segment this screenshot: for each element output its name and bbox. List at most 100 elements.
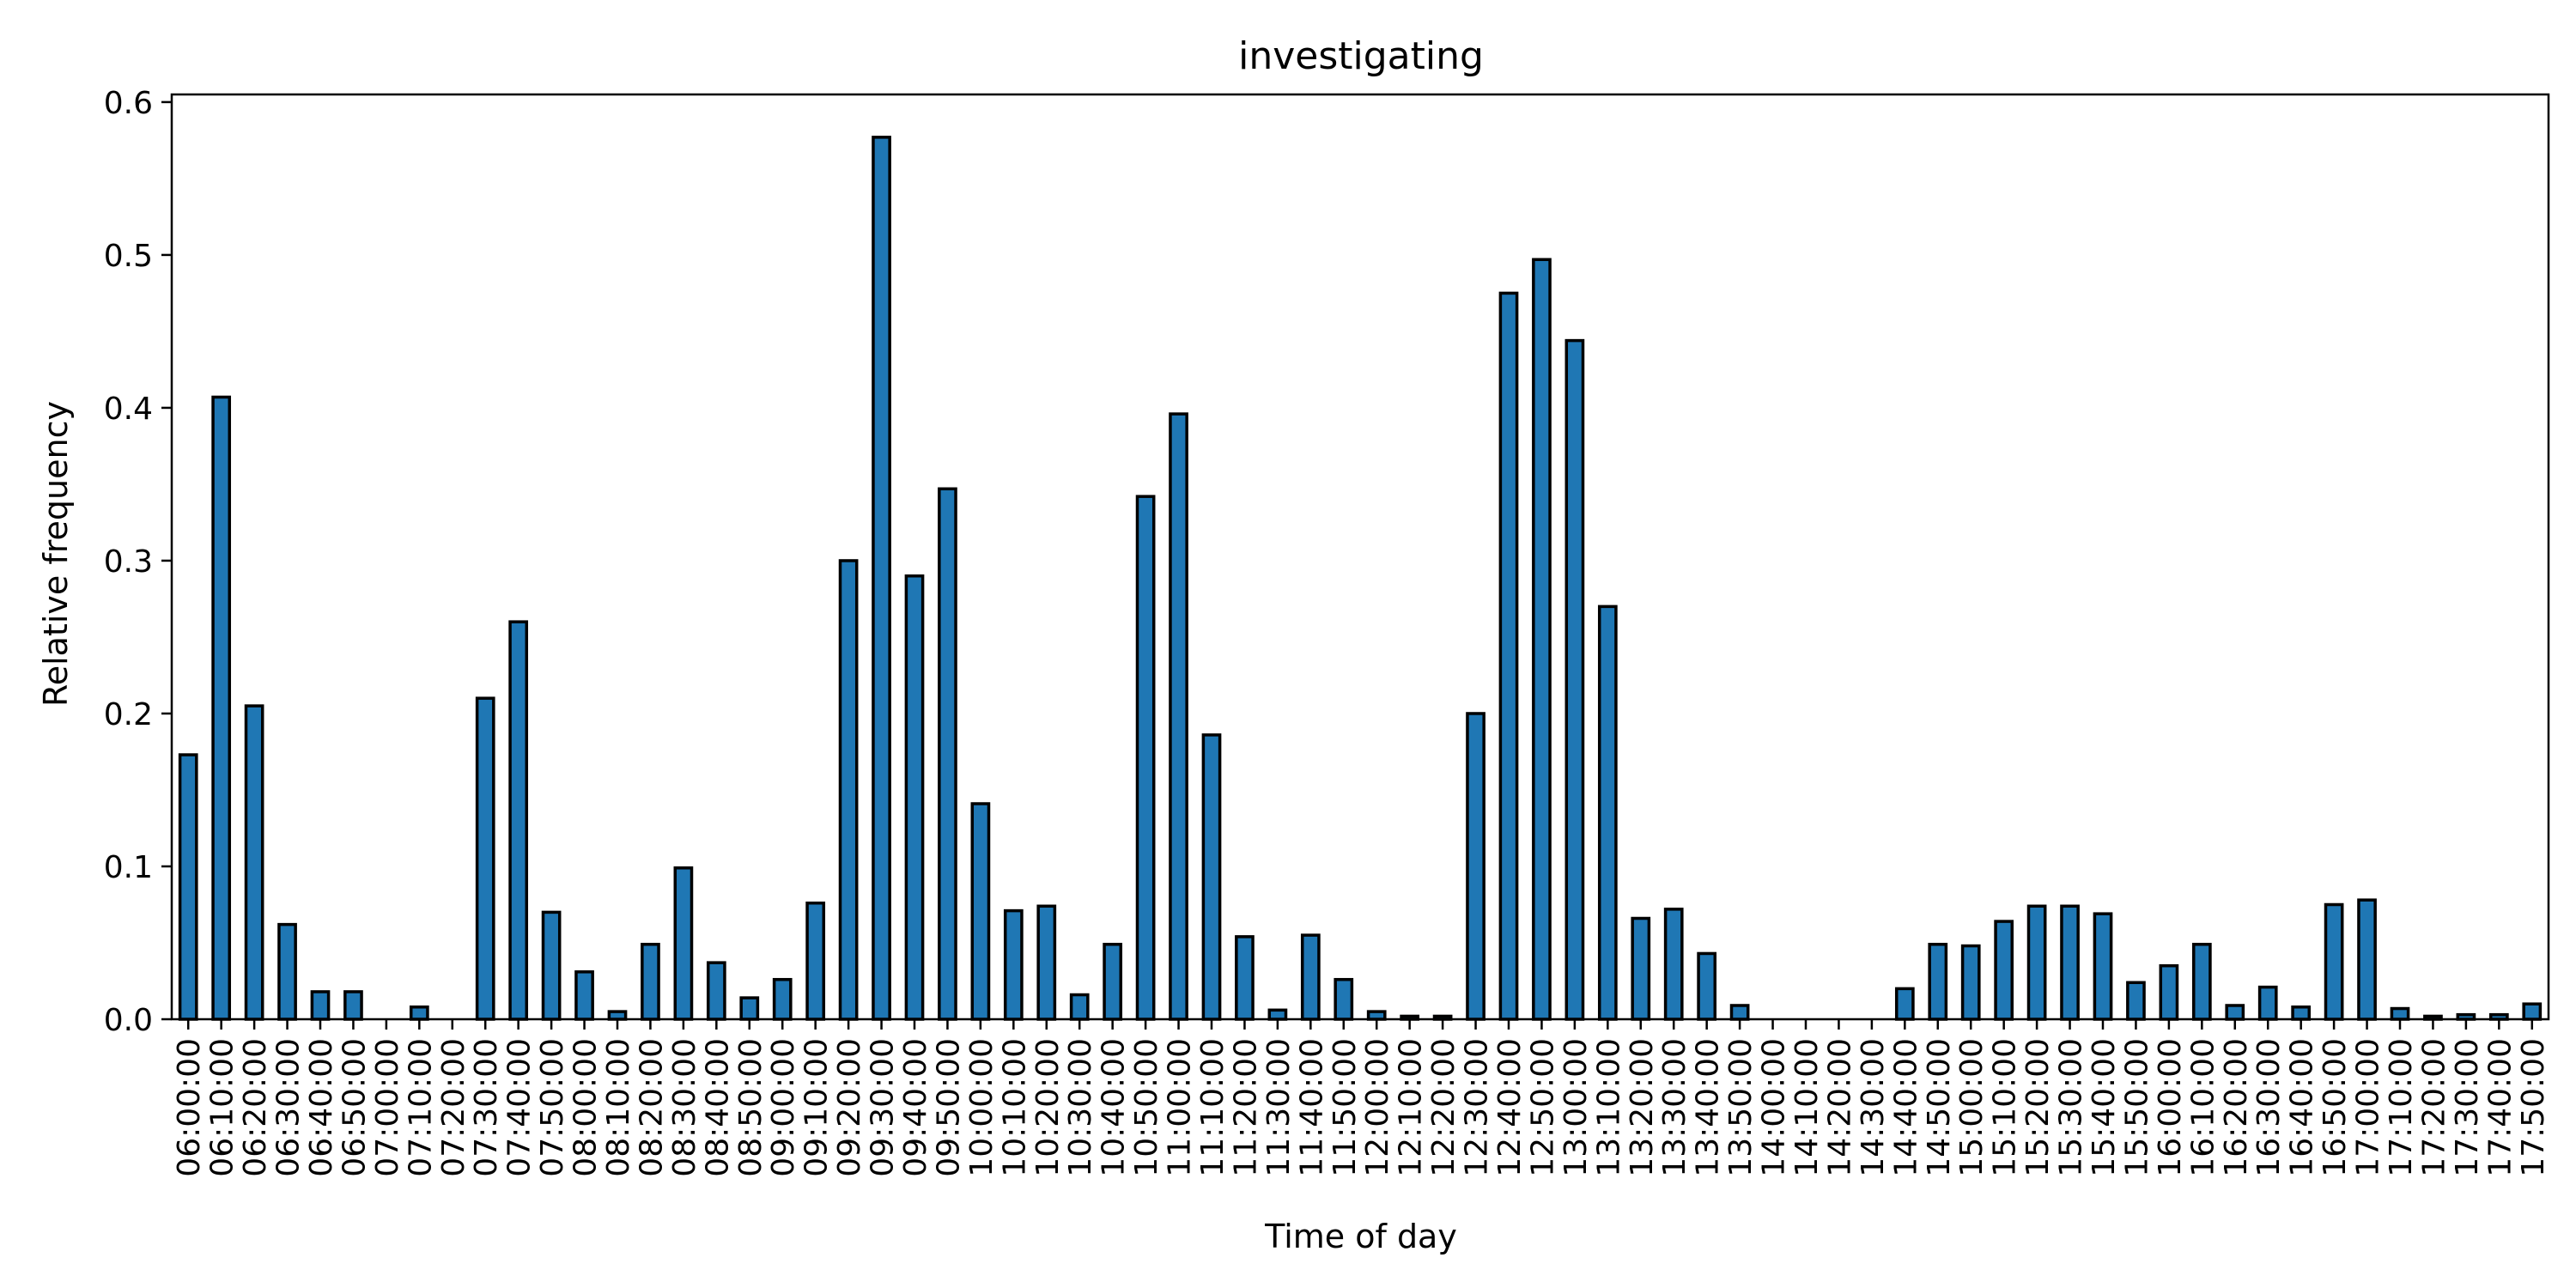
x-tick-label: 08:50:00: [733, 1038, 769, 1177]
bar-14-50-00: [1928, 943, 1948, 1021]
bar-07-40-00: [508, 620, 529, 1021]
x-tick-label: 11:20:00: [1228, 1038, 1263, 1177]
x-tick-label: 09:00:00: [766, 1038, 801, 1177]
x-tick-label: 17:30:00: [2450, 1038, 2485, 1177]
x-tick-label: 06:20:00: [238, 1038, 273, 1177]
x-tick-label: 07:10:00: [403, 1038, 438, 1177]
x-tick-label: 15:10:00: [1988, 1038, 2023, 1177]
x-tick-label: 11:50:00: [1327, 1038, 1363, 1177]
bar-17-10-00: [2390, 1006, 2410, 1021]
x-tick-label: 15:00:00: [1954, 1038, 1990, 1177]
y-tick-label: 0.0: [104, 1003, 153, 1038]
bar-12-40-00: [1498, 291, 1519, 1021]
bar-10-30-00: [1069, 993, 1090, 1021]
bar-10-00-00: [970, 802, 991, 1021]
bar-10-20-00: [1036, 904, 1057, 1021]
bar-08-00-00: [574, 970, 594, 1021]
x-tick-label: 10:40:00: [1097, 1038, 1132, 1177]
x-tick-label: 12:00:00: [1360, 1038, 1395, 1177]
bar-08-30-00: [673, 866, 694, 1021]
x-tick-label: 08:30:00: [667, 1038, 702, 1177]
x-tick-label: 17:10:00: [2384, 1038, 2419, 1177]
x-tick-label: 16:10:00: [2185, 1038, 2221, 1177]
x-tick-label: 06:50:00: [337, 1038, 372, 1177]
bar-06-40-00: [310, 990, 331, 1021]
bar-13-50-00: [1729, 1004, 1750, 1021]
x-tick-label: 13:20:00: [1625, 1038, 1660, 1177]
x-tick-label: 14:40:00: [1888, 1038, 1923, 1177]
bar-13-10-00: [1597, 605, 1618, 1021]
bar-12-30-00: [1466, 712, 1485, 1021]
y-tick-label: 0.1: [104, 850, 153, 885]
x-tick-label: 06:40:00: [304, 1038, 339, 1177]
x-tick-label: 06:30:00: [271, 1038, 307, 1177]
x-tick-label: 10:20:00: [1030, 1038, 1066, 1177]
bar-09-10-00: [805, 901, 826, 1021]
x-tick-label: 17:20:00: [2416, 1038, 2451, 1177]
x-tick-label: 12:30:00: [1460, 1038, 1495, 1177]
bar-15-20-00: [2026, 904, 2047, 1021]
bar-09-40-00: [904, 574, 925, 1021]
x-tick-label: 16:30:00: [2251, 1038, 2287, 1177]
x-tick-label: 08:00:00: [568, 1038, 604, 1177]
x-tick-label: 17:00:00: [2351, 1038, 2386, 1177]
bar-06-10-00: [211, 395, 232, 1021]
bar-16-10-00: [2191, 943, 2212, 1021]
x-tick-label: 15:50:00: [2119, 1038, 2154, 1177]
x-tick-label: 07:40:00: [502, 1038, 538, 1177]
bar-06-30-00: [277, 922, 297, 1021]
x-tick-label: 14:30:00: [1856, 1038, 1891, 1177]
x-tick-label: 15:40:00: [2087, 1038, 2122, 1177]
bar-07-50-00: [541, 910, 562, 1021]
bar-17-00-00: [2357, 898, 2377, 1021]
bar-08-10-00: [607, 1010, 628, 1021]
bar-14-40-00: [1894, 987, 1915, 1021]
bar-10-10-00: [1003, 908, 1024, 1021]
x-tick-label: 09:40:00: [898, 1038, 933, 1177]
bar-06-00-00: [178, 753, 198, 1021]
bar-08-20-00: [641, 943, 660, 1021]
bar-17-50-00: [2522, 1002, 2543, 1021]
x-tick-label: 14:50:00: [1922, 1038, 1957, 1177]
x-tick-label: 12:10:00: [1394, 1038, 1429, 1177]
x-tick-label: 12:50:00: [1525, 1038, 1560, 1177]
x-tick-label: 12:40:00: [1492, 1038, 1528, 1177]
x-tick-label: 16:40:00: [2285, 1038, 2320, 1177]
x-tick-label: 07:50:00: [535, 1038, 570, 1177]
bar-11-40-00: [1300, 933, 1321, 1021]
bar-09-50-00: [938, 487, 957, 1021]
x-tick-label: 11:10:00: [1195, 1038, 1230, 1177]
x-tick-label: 13:00:00: [1558, 1038, 1594, 1177]
bar-15-40-00: [2093, 912, 2113, 1021]
x-tick-label: 17:50:00: [2516, 1038, 2551, 1177]
bar-15-50-00: [2126, 981, 2146, 1021]
y-tick-label: 0.2: [104, 697, 153, 732]
y-tick-label: 0.5: [104, 239, 153, 274]
x-axis: 06:00:0006:10:0006:20:0006:30:0006:40:00…: [172, 1019, 2551, 1177]
bar-13-00-00: [1564, 338, 1585, 1021]
bar-16-20-00: [2225, 1004, 2245, 1021]
x-tick-label: 11:00:00: [1163, 1038, 1198, 1177]
x-tick-label: 13:30:00: [1657, 1038, 1692, 1177]
bars-layer: [178, 136, 2543, 1021]
x-tick-label: 11:30:00: [1261, 1038, 1297, 1177]
x-tick-label: 10:10:00: [997, 1038, 1032, 1177]
x-tick-label: 16:20:00: [2219, 1038, 2254, 1177]
x-tick-label: 10:50:00: [1129, 1038, 1164, 1177]
x-axis-label: Time of day: [1264, 1218, 1457, 1255]
bar-06-20-00: [244, 704, 264, 1021]
bar-08-50-00: [739, 996, 760, 1021]
x-tick-label: 15:20:00: [2020, 1038, 2056, 1177]
bar-11-30-00: [1267, 1008, 1288, 1021]
bar-10-40-00: [1103, 943, 1123, 1021]
bar-15-30-00: [2060, 904, 2080, 1021]
bar-11-50-00: [1334, 977, 1354, 1021]
bar-07-30-00: [475, 696, 495, 1021]
x-tick-label: 11:40:00: [1294, 1038, 1329, 1177]
bar-16-40-00: [2291, 1005, 2312, 1021]
x-tick-label: 16:00:00: [2153, 1038, 2188, 1177]
x-tick-label: 12:20:00: [1426, 1038, 1461, 1177]
bar-16-50-00: [2324, 902, 2344, 1021]
bar-13-40-00: [1697, 951, 1717, 1021]
x-tick-label: 16:50:00: [2318, 1038, 2353, 1177]
